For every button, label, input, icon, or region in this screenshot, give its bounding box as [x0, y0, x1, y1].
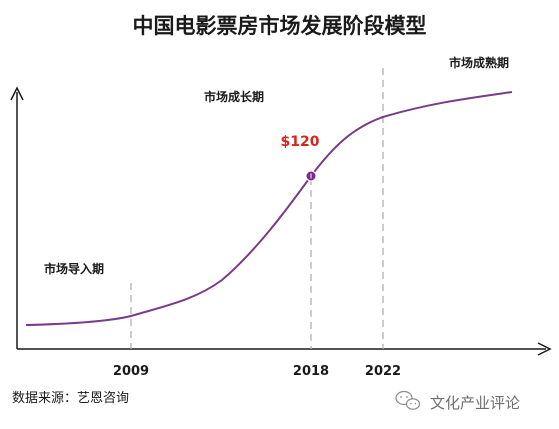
year-tick-2018: 2018 [293, 364, 329, 379]
guide-lines [130, 68, 384, 349]
watermark: 文化产业评论 [395, 390, 520, 412]
price-label: $120 [281, 134, 320, 150]
inflection-marker [305, 170, 317, 182]
y-axis-arrow [10, 86, 24, 101]
year-tick-2022: 2022 [365, 364, 401, 379]
growth-curve [25, 91, 513, 326]
source-note: 数据来源：艺恩咨询 [12, 391, 129, 406]
x-axis-arrow [537, 342, 552, 356]
stage-label-growth: 市场成长期 [204, 89, 264, 104]
stage-label-intro: 市场导入期 [44, 261, 104, 276]
stage-label-mature: 市场成熟期 [449, 55, 509, 70]
year-tick-2009: 2009 [113, 364, 149, 379]
watermark-text: 文化产业评论 [430, 394, 520, 412]
axes [10, 86, 552, 356]
page-title: 中国电影票房市场发展阶段模型 [133, 13, 427, 38]
wechat-icon [395, 390, 421, 410]
